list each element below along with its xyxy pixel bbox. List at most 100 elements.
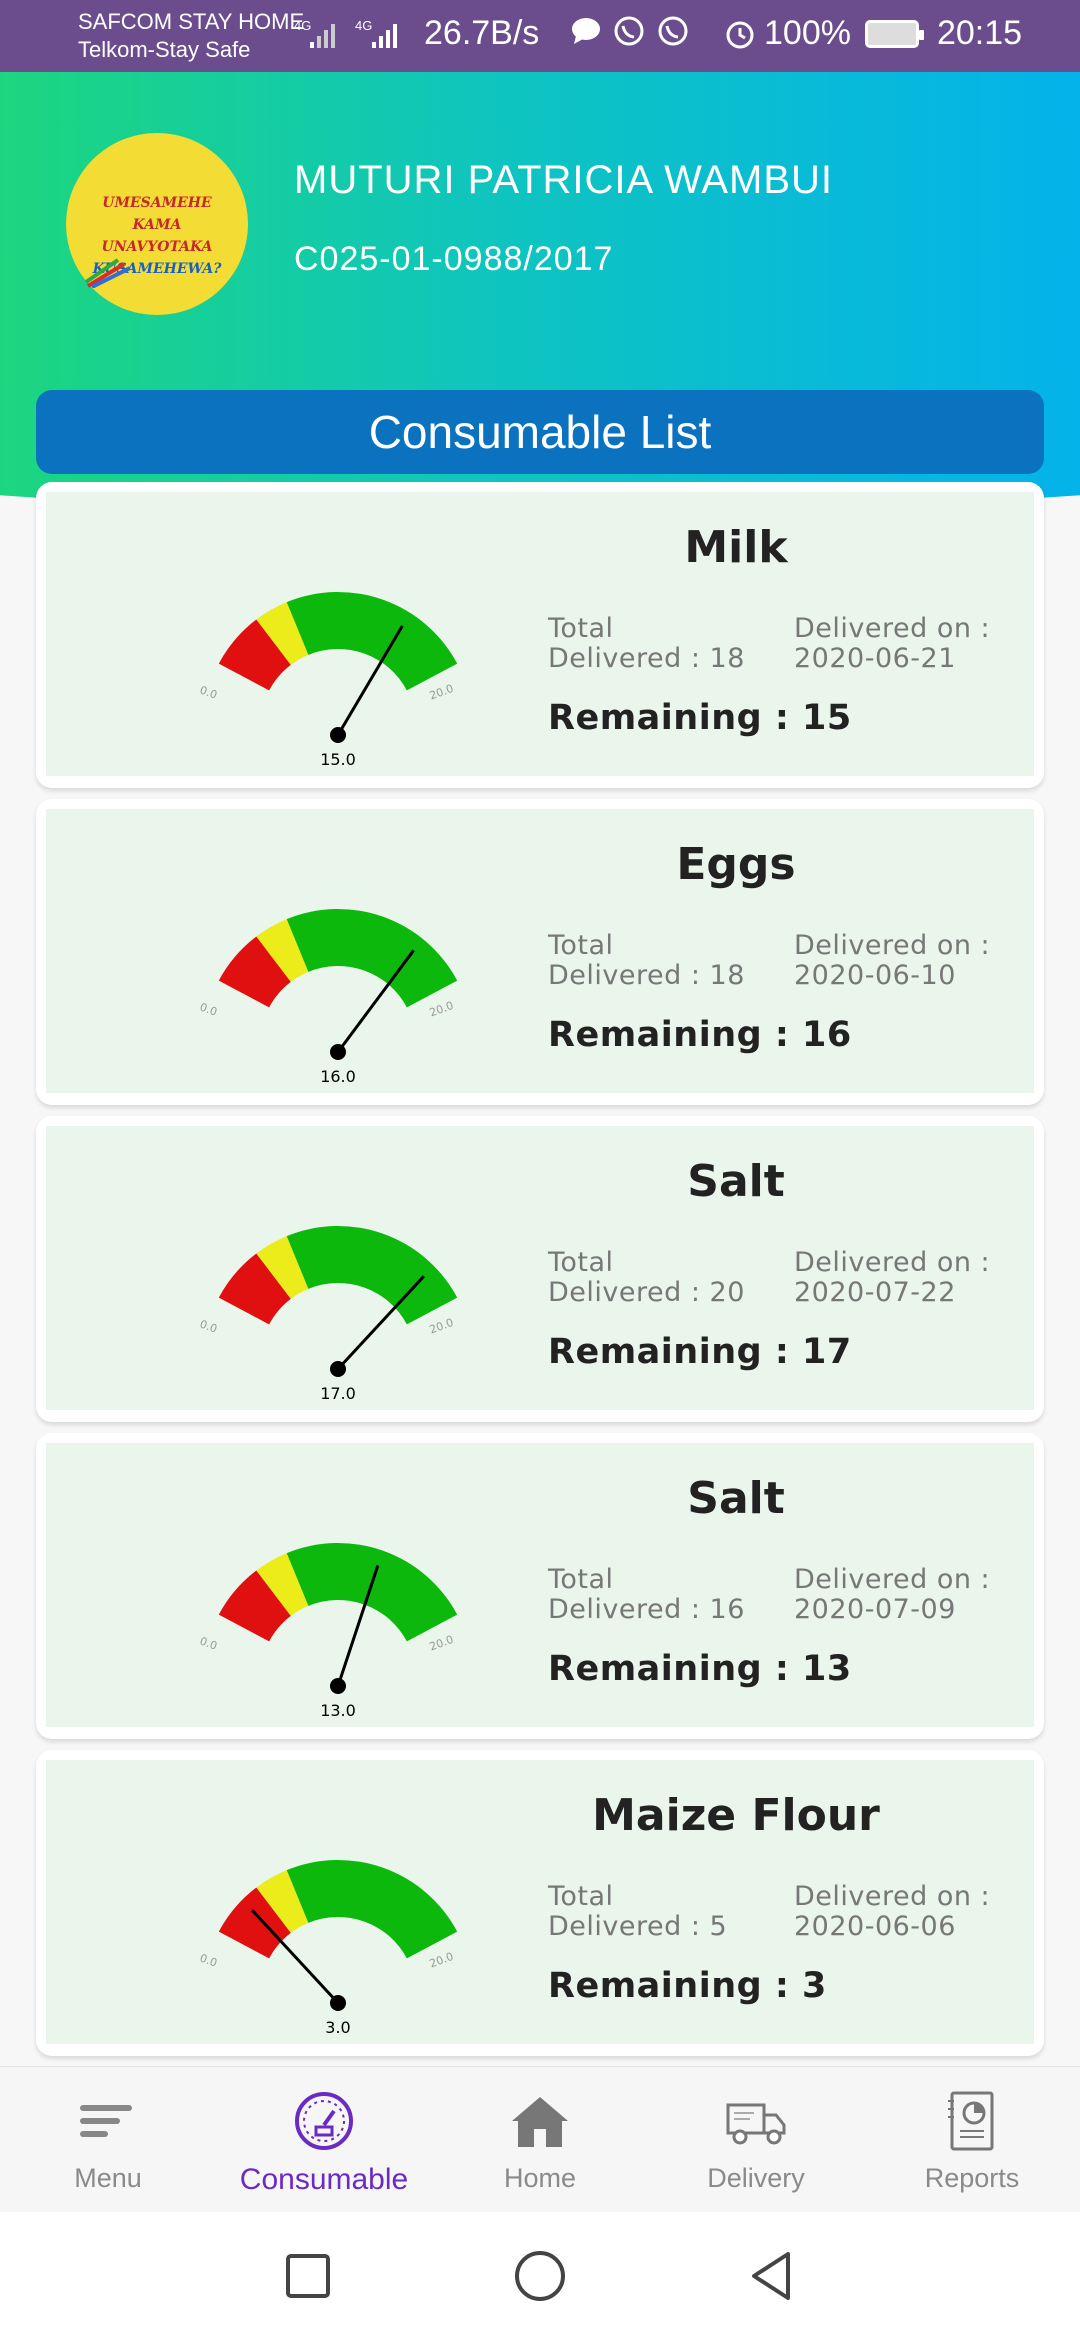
nav-reports[interactable]: Reports (864, 2067, 1080, 2213)
gauge-chart: 0.0 20.0 3.0 (198, 1860, 458, 2037)
gauge-max-label: 20.0 (428, 1316, 455, 1337)
consumable-card-body: 0.0 20.0 16.0 Eggs Total Delivered : 18 Delive… (46, 809, 1034, 1093)
nav-delivery[interactable]: Delivery (648, 2067, 864, 2213)
nav-delivery-label: Delivery (707, 2163, 805, 2193)
delivered-on: Delivered on :2020-06-10 (794, 931, 990, 991)
signal-icon (372, 24, 397, 48)
remaining: Remaining : 13 (548, 1649, 852, 1689)
gauge-chart: 0.0 20.0 17.0 (198, 1226, 458, 1403)
date-label: Delivered on : (794, 930, 991, 961)
consumable-card[interactable]: 0.0 20.0 16.0 Eggs Total Delivered : 18 Delive… (36, 799, 1044, 1105)
consumable-card-body: 0.0 20.0 13.0 Salt Total Delivered : 16 Delive… (46, 1443, 1034, 1727)
total-value: Delivered : 5 (548, 1911, 728, 1942)
gauge-needle-hub (330, 1044, 346, 1060)
item-name: Eggs (676, 839, 796, 890)
carrier-1: SAFCOM STAY HOME (78, 9, 305, 34)
date-value: 2020-06-21 (794, 643, 956, 674)
delivered-on: Delivered on :2020-06-21 (794, 614, 990, 674)
total-label: Total (548, 930, 614, 961)
consumable-card[interactable]: 0.0 20.0 17.0 Salt Total Delivered : 20 Delive… (36, 1116, 1044, 1422)
total-value: Delivered : 20 (548, 1277, 745, 1308)
total-delivered: Total Delivered : 16 (548, 1565, 745, 1625)
gauge-value-label: 13.0 (320, 1701, 356, 1720)
carrier-2: Telkom-Stay Safe (78, 37, 251, 62)
gauge-value-label: 16.0 (320, 1067, 356, 1086)
gauge-red-zone (218, 1887, 291, 1959)
gauge-yellow-zone (256, 1553, 309, 1616)
gauge-min-label: 0.0 (198, 1634, 219, 1652)
total-value: Delivered : 18 (548, 960, 745, 991)
user-name: MUTURI PATRICIA WAMBUI (294, 158, 834, 202)
system-navigation-bar (0, 2212, 1080, 2340)
nav-menu[interactable]: Menu (0, 2067, 216, 2213)
signal-icon (310, 24, 335, 48)
item-name: Salt (687, 1473, 785, 1524)
home-button[interactable] (512, 2248, 568, 2304)
nav-home[interactable]: Home (432, 2067, 648, 2213)
gauge-needle (336, 1275, 425, 1371)
nav-reports-label: Reports (924, 2163, 1020, 2193)
gauge-needle-hub (330, 1361, 346, 1377)
gauge-needle (251, 1909, 340, 2005)
gauge-needle-hub (330, 727, 346, 743)
remaining: Remaining : 15 (548, 698, 852, 738)
total-label: Total (548, 1247, 614, 1278)
gauge-needle (336, 949, 415, 1053)
battery-icon (864, 19, 924, 48)
logo-text-line-2: UNAVYOTAKA (101, 239, 213, 255)
remaining: Remaining : 3 (548, 1966, 827, 2006)
home-icon (512, 2097, 568, 2147)
date-label: Delivered on : (794, 1564, 991, 1595)
recents-button[interactable] (280, 2248, 336, 2304)
date-label: Delivered on : (794, 1881, 991, 1912)
total-delivered: Total Delivered : 5 (548, 1882, 727, 1942)
total-label: Total (548, 1564, 614, 1595)
message-icon (572, 18, 600, 44)
total-delivered: Total Delivered : 18 (548, 931, 745, 991)
consumable-card[interactable]: 0.0 20.0 15.0 Milk Total Delivered : 18 Delive… (36, 482, 1044, 788)
network-type-2: 4G (355, 18, 373, 33)
item-name: Maize Flour (592, 1790, 880, 1841)
battery-percent: 100% (764, 14, 851, 52)
gauge-chart: 0.0 20.0 13.0 (198, 1543, 458, 1720)
nav-home-label: Home (503, 2163, 577, 2193)
gauge-needle-hub (330, 1995, 346, 2011)
gauge-max-label: 20.0 (428, 999, 455, 1020)
gauge-max-label: 20.0 (428, 1633, 455, 1654)
remaining: Remaining : 16 (548, 1015, 852, 1055)
report-icon (948, 2091, 994, 2151)
gauge-red-zone (218, 936, 291, 1008)
gauge-max-label: 20.0 (428, 682, 455, 703)
carrier-info: SAFCOM STAY HOME Telkom-Stay Safe (78, 8, 304, 64)
gauge-red-zone (218, 1570, 291, 1642)
truck-icon (726, 2103, 786, 2145)
nav-menu-label: Menu (74, 2163, 142, 2193)
consumable-card-body: 0.0 20.0 15.0 Milk Total Delivered : 18 Delive… (46, 492, 1034, 776)
gauge-needle (336, 625, 404, 736)
gauge-green-zone (286, 1860, 458, 1959)
total-label: Total (548, 1881, 614, 1912)
nav-consumable[interactable]: Consumable (216, 2067, 432, 2213)
gauge-red-zone (218, 1253, 291, 1325)
gauge-chart: 0.0 20.0 16.0 (198, 909, 458, 1086)
gauge-icon (295, 2092, 353, 2150)
gauge-max-label: 20.0 (428, 1950, 455, 1971)
nav-consumable-label: Consumable (239, 2163, 409, 2196)
consumable-card[interactable]: 0.0 20.0 13.0 Salt Total Delivered : 16 Delive… (36, 1433, 1044, 1739)
logo-text-line-3: KUSAMEHEWA? (92, 261, 222, 277)
bottom-navigation: Menu Consumable Home Delivery (0, 2066, 1080, 2212)
date-label: Delivered on : (794, 613, 991, 644)
gauge-value-label: 15.0 (320, 750, 356, 769)
date-value: 2020-06-10 (794, 960, 956, 991)
logo-text-line-1: UMESAMEHE KAMA (102, 195, 212, 233)
back-button[interactable] (744, 2248, 800, 2304)
total-delivered: Total Delivered : 20 (548, 1248, 745, 1308)
gauge-yellow-zone (256, 602, 309, 665)
gauge-needle (336, 1565, 380, 1687)
gauge-yellow-zone (256, 1870, 309, 1933)
gauge-yellow-zone (256, 919, 309, 982)
gauge-green-zone (286, 1543, 458, 1642)
delivered-on: Delivered on :2020-06-06 (794, 1882, 990, 1942)
whatsapp-icon (658, 16, 688, 46)
